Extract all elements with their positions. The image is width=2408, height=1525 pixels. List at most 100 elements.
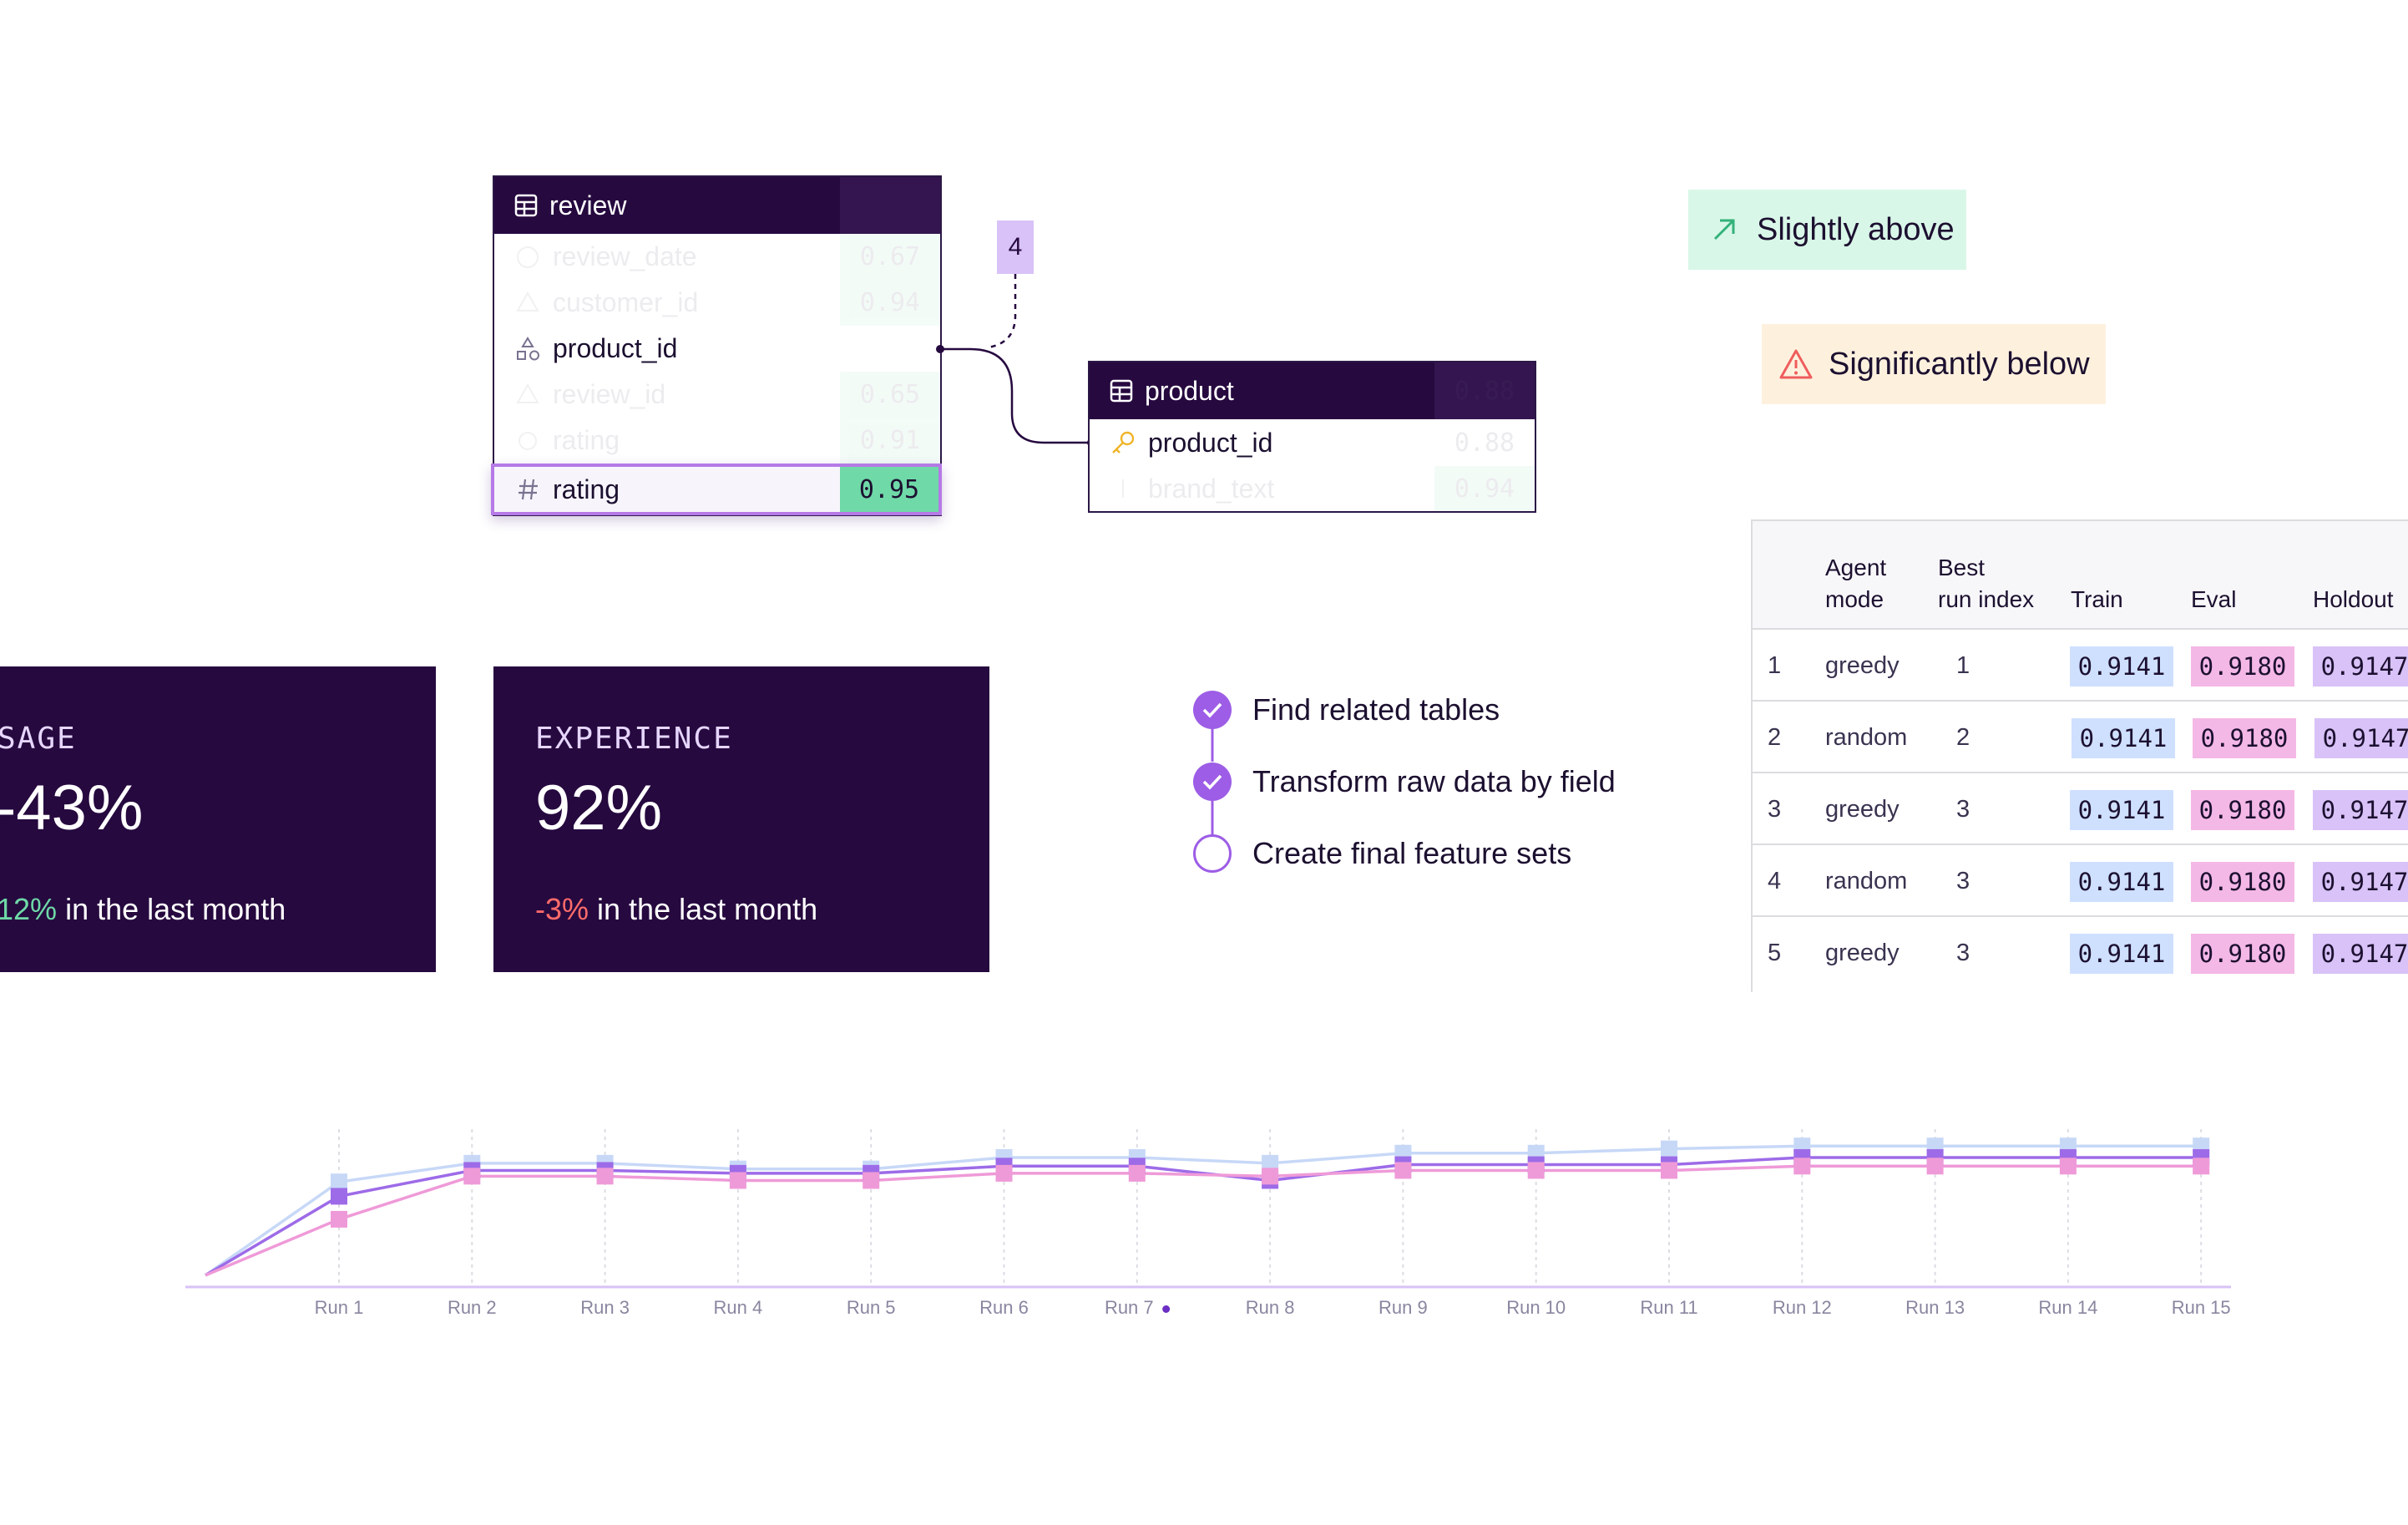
x-tick-label: Run 6 xyxy=(979,1297,1029,1318)
best-run-index: 3 xyxy=(1956,795,1970,823)
product-table-card[interactable]: product 0.88 product_id 0.88 brand_text … xyxy=(1088,361,1536,513)
eval-score: 0.9180 xyxy=(2191,862,2294,902)
text-icon xyxy=(1108,474,1138,504)
eval-score: 0.9180 xyxy=(2193,718,2296,758)
table-row[interactable]: 2 random 2 0.9141 0.9180 0.9147 xyxy=(1753,700,2408,773)
review-row-rating-selected[interactable]: rating 0.95 xyxy=(491,464,942,515)
header-train: Train xyxy=(2071,586,2123,612)
row-index: 2 xyxy=(1768,723,1782,751)
review-row-rating-ghost: rating 0.91 xyxy=(494,418,940,464)
series-line-3 xyxy=(205,1164,2202,1277)
data-point-series-3[interactable] xyxy=(2193,1158,2210,1175)
header-eval: Eval xyxy=(2191,586,2237,612)
table-row[interactable]: 3 greedy 3 0.9141 0.9180 0.9147 xyxy=(1753,772,2408,845)
table-row[interactable]: 4 random 3 0.9141 0.9180 0.9147 xyxy=(1753,844,2408,917)
product-card-header: product 0.88 xyxy=(1090,362,1535,419)
data-point-series-1[interactable] xyxy=(331,1173,347,1191)
review-card-header: review xyxy=(494,177,940,234)
header-holdout: Holdout xyxy=(2313,586,2394,612)
connector-count: 4 xyxy=(1008,233,1023,261)
column-label: product_id xyxy=(553,333,678,363)
review-row-product-id[interactable]: product_id xyxy=(494,326,940,372)
product-row-brand-text[interactable]: brand_text 0.94 xyxy=(1090,466,1535,511)
significantly-below-badge: Significantly below xyxy=(1762,324,2106,404)
step-pending-icon xyxy=(1192,833,1232,874)
product-header-score-col: 0.88 xyxy=(1434,362,1535,419)
stat-label: EXPERIENCE xyxy=(535,722,733,756)
data-point-series-3[interactable] xyxy=(1793,1158,1811,1175)
arrow-up-right-icon xyxy=(1710,215,1738,244)
data-point-series-3[interactable] xyxy=(1262,1168,1279,1185)
data-point-series-3[interactable] xyxy=(1394,1162,1412,1179)
train-score: 0.9141 xyxy=(2070,790,2173,830)
data-point-series-3[interactable] xyxy=(1527,1162,1545,1179)
review-card-title: review xyxy=(549,190,627,220)
data-point-series-3[interactable] xyxy=(995,1164,1013,1182)
x-tick-label: Run 4 xyxy=(713,1297,763,1318)
data-point-series-3[interactable] xyxy=(331,1210,347,1228)
header-score: 0.88 xyxy=(1454,376,1515,406)
stat-label: SAGE xyxy=(0,722,77,756)
data-point-series-3[interactable] xyxy=(463,1168,481,1185)
train-score: 0.9141 xyxy=(2072,718,2175,758)
product-row-product-id[interactable]: product_id 0.88 xyxy=(1090,419,1535,466)
x-tick-label: Run 13 xyxy=(1905,1297,1965,1318)
table-header: Agent mode Best run index Train Eval Holdo… xyxy=(1753,521,2408,628)
x-tick-label: Run 8 xyxy=(1245,1297,1295,1318)
data-point-series-2[interactable] xyxy=(331,1188,347,1205)
review-table-card[interactable]: review review_date 0.67 customer_id 0.94… xyxy=(493,175,942,516)
review-row-review-id[interactable]: review_id 0.65 xyxy=(494,372,940,418)
stat-delta-suffix: in the last month xyxy=(57,892,286,926)
data-point-series-3[interactable] xyxy=(1661,1162,1677,1179)
column-score: 0.65 xyxy=(840,372,940,418)
column-score: 0.94 xyxy=(840,280,940,326)
data-point-series-3[interactable] xyxy=(1128,1164,1146,1182)
x-tick-label: Run 3 xyxy=(580,1297,630,1318)
eval-score: 0.9180 xyxy=(2191,790,2294,830)
column-label: product_id xyxy=(1148,427,1273,458)
review-row-customer-id[interactable]: customer_id 0.94 xyxy=(494,280,940,326)
eval-score: 0.9180 xyxy=(2191,646,2294,687)
row-index: 3 xyxy=(1768,795,1782,823)
x-tick-label: Run 1 xyxy=(314,1297,364,1318)
table-row[interactable]: 1 greedy 1 0.9141 0.9180 0.9147 xyxy=(1753,628,2408,702)
step-create-feature-sets: Create final feature sets xyxy=(1252,836,1572,870)
x-tick-label: Run 12 xyxy=(1772,1297,1832,1318)
connector-count-badge[interactable]: 4 xyxy=(997,220,1034,274)
data-point-series-3[interactable] xyxy=(863,1172,880,1189)
table-row[interactable]: 5 greedy 3 0.9141 0.9180 0.9147 xyxy=(1753,915,2408,989)
eval-score: 0.9180 xyxy=(2191,934,2294,974)
key-icon xyxy=(513,380,543,410)
usage-stat-card: SAGE -43% 12% in the last month xyxy=(0,666,436,972)
review-row-review-date[interactable]: review_date 0.67 xyxy=(494,234,940,280)
badge-label: Slightly above xyxy=(1757,211,1955,247)
clock-icon xyxy=(513,242,543,272)
column-label: rating xyxy=(553,425,620,455)
header-agent-mode: Agent mode xyxy=(1825,555,1887,612)
data-point-series-3[interactable] xyxy=(1926,1158,1944,1175)
x-tick-label: Run 15 xyxy=(2171,1297,2231,1318)
data-point-series-3[interactable] xyxy=(729,1172,746,1189)
column-label: review_id xyxy=(553,379,666,409)
data-point-series-1[interactable] xyxy=(1661,1140,1677,1158)
shapes-icon xyxy=(513,334,543,364)
table-icon xyxy=(1110,379,1133,403)
stat-value: -43% xyxy=(0,773,144,844)
x-tick-label: Run 14 xyxy=(2038,1297,2098,1318)
row-index: 5 xyxy=(1768,939,1782,966)
key-icon xyxy=(1108,428,1138,458)
relationship-connector xyxy=(936,274,1095,447)
experience-stat-card: EXPERIENCE 92% -3% in the last month xyxy=(493,666,989,972)
column-label: rating xyxy=(553,474,620,504)
hash-icon xyxy=(513,426,543,456)
data-point-series-3[interactable] xyxy=(2059,1158,2077,1175)
data-point-series-1[interactable] xyxy=(1262,1154,1279,1172)
holdout-score: 0.9147 xyxy=(2314,718,2408,758)
step-check-icon xyxy=(1192,762,1232,802)
stat-value: 92% xyxy=(535,773,663,844)
data-point-series-3[interactable] xyxy=(596,1168,614,1185)
agent-mode: greedy xyxy=(1825,795,1900,823)
stat-delta: 12% xyxy=(0,892,58,926)
train-score: 0.9141 xyxy=(2070,646,2173,687)
header-best-run-index: Best run index xyxy=(1938,555,2035,612)
